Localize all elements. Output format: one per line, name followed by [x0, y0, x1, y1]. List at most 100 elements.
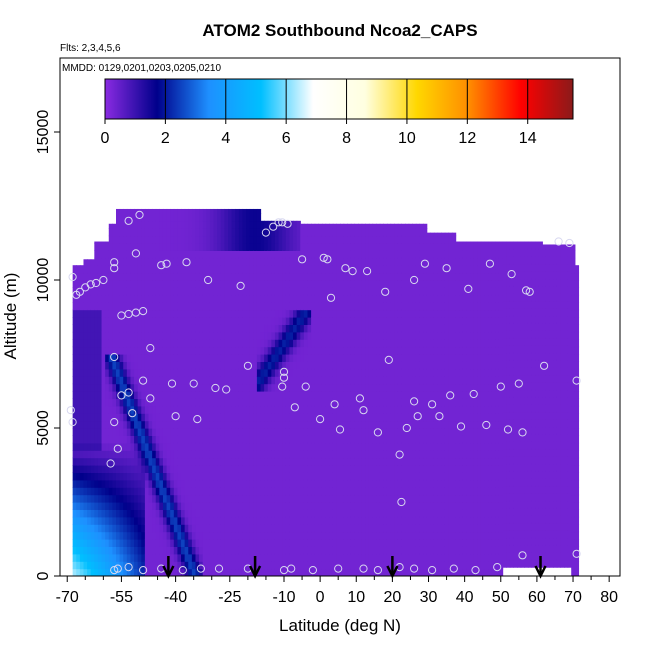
heatmap-cell — [217, 208, 222, 214]
heatmap-cell — [134, 302, 139, 311]
heatmap-cell — [390, 457, 395, 466]
heatmap-cell — [253, 502, 258, 510]
heatmap-cell — [144, 546, 150, 555]
heatmap-cell — [206, 420, 211, 429]
heatmap-cell — [383, 235, 388, 244]
heatmap-cell — [296, 243, 301, 251]
heatmap-cell — [235, 561, 240, 570]
heatmap-cell — [271, 442, 276, 451]
heatmap-cell — [249, 208, 254, 214]
heatmap-cell — [148, 509, 153, 518]
heatmap-cell — [199, 302, 204, 311]
heatmap-cell — [408, 280, 413, 288]
heatmap-cell — [441, 235, 446, 244]
heatmap-cell — [90, 354, 95, 362]
heatmap-cell — [343, 317, 348, 325]
heatmap-cell — [343, 546, 348, 555]
heatmap-cell — [177, 465, 182, 473]
heatmap-cell — [300, 265, 305, 274]
heatmap-cell — [123, 546, 128, 555]
heatmap-cell — [423, 502, 428, 510]
heatmap-cell — [340, 546, 345, 555]
heatmap-cell — [311, 368, 316, 377]
heatmap-cell — [87, 413, 92, 422]
heatmap-cell — [347, 294, 352, 303]
heatmap-cell — [419, 391, 424, 399]
heatmap-cell — [155, 208, 160, 214]
heatmap-cell — [137, 487, 142, 496]
heatmap-cell — [321, 457, 327, 466]
heatmap-cell — [278, 487, 283, 496]
heatmap-cell — [105, 324, 110, 333]
heatmap-cell — [300, 346, 305, 355]
heatmap-cell — [181, 553, 186, 562]
heatmap-cell — [325, 243, 330, 251]
heatmap-cell — [195, 428, 200, 436]
heatmap-cell — [433, 309, 439, 318]
heatmap-cell — [181, 331, 186, 340]
heatmap-cell — [368, 450, 374, 459]
heatmap-cell — [321, 265, 327, 274]
heatmap-cell — [119, 494, 124, 503]
heatmap-cell — [206, 502, 211, 510]
heatmap-cell — [108, 324, 113, 333]
heatmap-cell — [397, 398, 403, 407]
heatmap-cell — [184, 339, 189, 348]
heatmap-cell — [336, 516, 341, 525]
heatmap-cell — [173, 405, 179, 414]
heatmap-cell — [329, 346, 334, 355]
heatmap-cell — [213, 257, 218, 266]
heatmap-cell — [134, 435, 139, 444]
heatmap-cell — [325, 531, 330, 540]
heatmap-cell — [253, 354, 258, 362]
heatmap-cell — [415, 346, 421, 355]
heatmap-cell — [430, 354, 435, 362]
heatmap-cell — [199, 457, 204, 466]
heatmap-cell — [209, 539, 215, 547]
heatmap-cell — [379, 346, 384, 355]
heatmap-cell — [191, 265, 197, 274]
heatmap-cell — [72, 324, 77, 333]
heatmap-cell — [166, 294, 171, 303]
heatmap-cell — [249, 546, 254, 555]
heatmap-cell — [123, 457, 128, 466]
heatmap-cell — [383, 346, 388, 355]
heatmap-cell — [242, 539, 247, 547]
heatmap-cell — [206, 442, 211, 451]
heatmap-cell — [188, 524, 193, 533]
heatmap-cell — [419, 450, 424, 459]
heatmap-cell — [307, 223, 312, 229]
heatmap-cell — [72, 346, 77, 355]
heatmap-cell — [300, 553, 305, 562]
heatmap-cell — [390, 420, 395, 429]
heatmap-cell — [311, 398, 316, 407]
heatmap-cell — [260, 494, 265, 503]
heatmap-cell — [134, 546, 139, 555]
heatmap-cell — [314, 516, 319, 525]
heatmap-cell — [361, 243, 366, 251]
heatmap-cell — [76, 472, 81, 481]
heatmap-cell — [242, 442, 247, 451]
heatmap-cell — [130, 465, 135, 473]
heatmap-cell — [181, 287, 186, 296]
heatmap-cell — [433, 502, 439, 510]
heatmap-cell — [419, 420, 424, 429]
heatmap-cell — [188, 472, 193, 481]
heatmap-cell — [162, 243, 168, 251]
heatmap-cell — [329, 324, 334, 333]
heatmap-cell — [285, 361, 291, 370]
heatmap-cell — [282, 494, 287, 503]
heatmap-cell — [361, 228, 366, 237]
heatmap-cell — [148, 354, 153, 362]
heatmap-cell — [278, 442, 283, 451]
heatmap-cell — [376, 509, 381, 518]
heatmap-cell — [311, 265, 316, 274]
heatmap-cell — [170, 428, 175, 436]
heatmap-cell — [195, 524, 200, 533]
heatmap-cell — [181, 516, 186, 525]
heatmap-cell — [426, 361, 431, 370]
heatmap-cell — [206, 361, 211, 370]
heatmap-cell — [343, 272, 348, 281]
heatmap-cell — [177, 450, 182, 459]
heatmap-cell — [343, 280, 348, 288]
